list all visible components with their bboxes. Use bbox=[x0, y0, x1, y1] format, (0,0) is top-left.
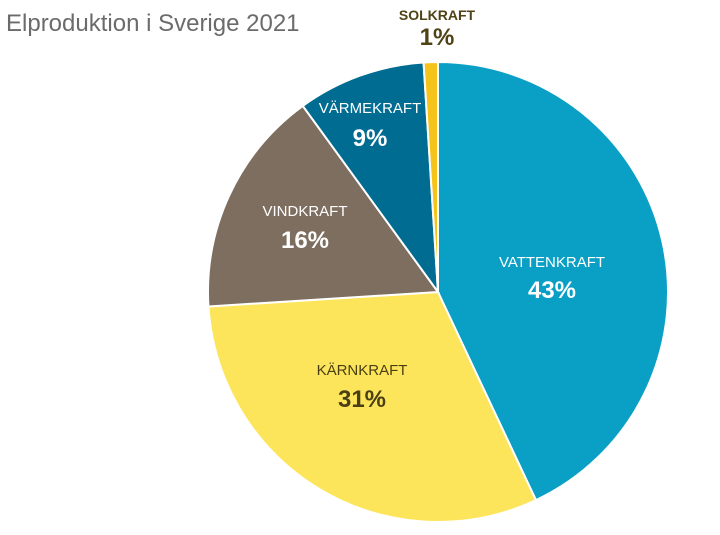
pie-slice-värmekraft bbox=[301, 61, 440, 296]
pie-slice-solkraft bbox=[422, 60, 439, 293]
slice-value-label: 9% bbox=[353, 125, 388, 152]
slice-label: KÄRNKRAFT bbox=[317, 362, 408, 379]
slice-value-label: 16% bbox=[281, 227, 329, 254]
pie-slice-vindkraft bbox=[207, 104, 440, 308]
pie-slice-kärnkraft bbox=[207, 290, 538, 523]
slice-label: VÄRMEKRAFT bbox=[319, 100, 422, 117]
slice-label: VATTENKRAFT bbox=[499, 254, 605, 271]
slice-value-label: 31% bbox=[338, 386, 386, 413]
slice-value-label: 43% bbox=[528, 277, 576, 304]
slice-value-label: 1% bbox=[420, 24, 455, 51]
slice-label: SOLKRAFT bbox=[399, 7, 476, 23]
chart-title: Elproduktion i Sverige 2021 bbox=[6, 10, 300, 37]
pie-slice-vattenkraft bbox=[437, 60, 669, 502]
slice-label: VINDKRAFT bbox=[262, 203, 347, 220]
